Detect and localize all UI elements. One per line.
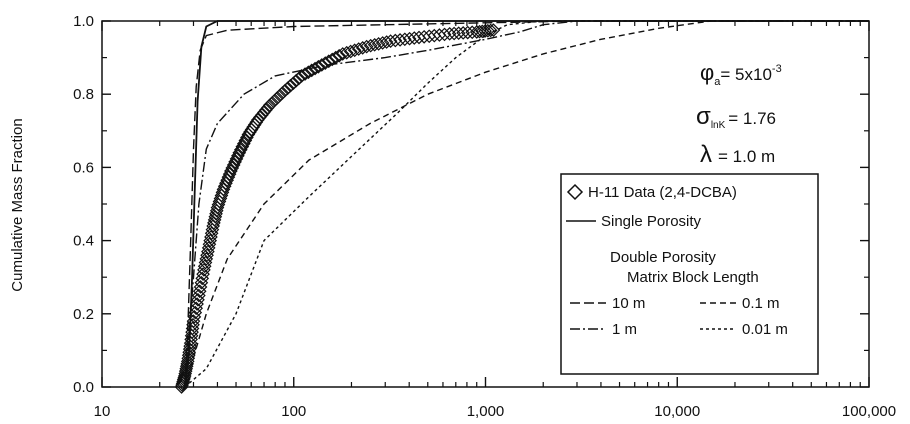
lambda-value: = 1.0 m [718, 147, 775, 166]
data-point [335, 47, 350, 61]
sigma-symbol: σ [696, 103, 711, 130]
legend-01m-label: 0.1 m [742, 295, 780, 312]
data-point [278, 83, 292, 98]
data-point [270, 91, 285, 105]
legend-diamond-marker [566, 183, 584, 201]
data-point [363, 38, 378, 53]
data-point [273, 88, 287, 103]
x-tick-label: 100,000 [842, 403, 896, 420]
data-point [351, 42, 366, 56]
x-tick-label: 10 [94, 403, 111, 420]
data-point [483, 23, 498, 38]
data-point [321, 54, 336, 69]
phi-value: = 5x10 [720, 65, 772, 84]
data-point [275, 86, 290, 100]
sigma-value: = 1.76 [728, 109, 776, 128]
data-point [298, 67, 312, 81]
legend-matrix-title: Matrix Block Length [627, 269, 759, 286]
phi-subscript: a [714, 76, 721, 88]
sigma-annotation: σlnK = 1.76 [696, 103, 776, 131]
lambda-annotation: λ = 1.0 m [700, 141, 775, 168]
data-point [301, 65, 316, 80]
legend-box [560, 173, 819, 375]
data-point [256, 105, 271, 120]
data-point [422, 29, 437, 44]
data-point [318, 56, 333, 70]
y-tick-label: 0.8 [73, 86, 94, 103]
phi-exponent: -3 [772, 63, 782, 75]
data-point [294, 69, 309, 83]
data-point [280, 81, 295, 95]
legend-001m-label: 0.01 m [742, 321, 788, 338]
data-point [283, 78, 298, 93]
x-tick-label: 100 [281, 403, 306, 420]
data-point [286, 76, 301, 91]
data-point [367, 37, 382, 52]
phi-symbol: φ [700, 60, 714, 85]
data-point [343, 44, 358, 59]
x-tick-label: 10,000 [654, 403, 700, 420]
legend-data-label: H-11 Data (2,4-DCBA) [588, 184, 737, 201]
data-point [325, 52, 340, 67]
y-tick-label: 0.0 [73, 379, 94, 396]
series-layer [174, 20, 869, 394]
data-point [375, 36, 390, 50]
series-1-m-line [184, 20, 869, 388]
data-point [371, 37, 386, 51]
data-point [486, 23, 501, 37]
data-point [427, 28, 442, 43]
data-point [347, 43, 362, 58]
phi-annotation: φa= 5x10-3 [700, 60, 782, 88]
legend: H-11 Data (2,4-DCBA) Single Porosity Dou… [560, 173, 819, 375]
series-0-01-m-line [184, 20, 869, 388]
data-point [254, 108, 269, 122]
y-tick-label: 1.0 [73, 13, 94, 30]
y-axis-title: Cumulative Mass Fraction [9, 118, 26, 291]
y-tick-label: 0.2 [73, 306, 94, 323]
data-point [332, 48, 347, 63]
y-tick-label: 0.4 [73, 233, 94, 250]
legend-double-title: Double Porosity [610, 249, 716, 266]
data-point [432, 28, 447, 42]
data-point [314, 58, 329, 72]
data-point [339, 45, 354, 60]
data-point [311, 59, 326, 74]
data-point [355, 40, 370, 55]
legend-10m-label: 10 m [612, 295, 645, 312]
data-point [465, 25, 480, 40]
data-point [292, 71, 306, 86]
series-h-11-data-2-4-dcba [174, 23, 501, 394]
axis-tick-labels: 10 100 1,000 10,000 100,000 0.0 0.2 0.4 0.6 0.8 1.… [73, 13, 896, 420]
data-point [481, 23, 495, 38]
data-point [359, 39, 374, 54]
series-0-1-m-line [184, 20, 869, 388]
data-point [304, 63, 319, 78]
data-point [265, 95, 280, 110]
data-point [412, 30, 426, 45]
parameter-annotations: φa= 5x10-3 σlnK = 1.76 λ = 1.0 m [696, 60, 782, 168]
data-point [262, 98, 277, 113]
lambda-symbol: λ [700, 141, 712, 168]
data-point [417, 30, 431, 44]
legend-1m-label: 1 m [612, 321, 637, 338]
x-tick-label: 1,000 [467, 403, 505, 420]
sigma-subscript: lnK [711, 120, 726, 131]
data-point [289, 73, 303, 88]
y-tick-label: 0.6 [73, 159, 94, 176]
data-point [268, 93, 282, 108]
series-10-m-line [184, 20, 869, 388]
legend-single-label: Single Porosity [601, 213, 702, 230]
